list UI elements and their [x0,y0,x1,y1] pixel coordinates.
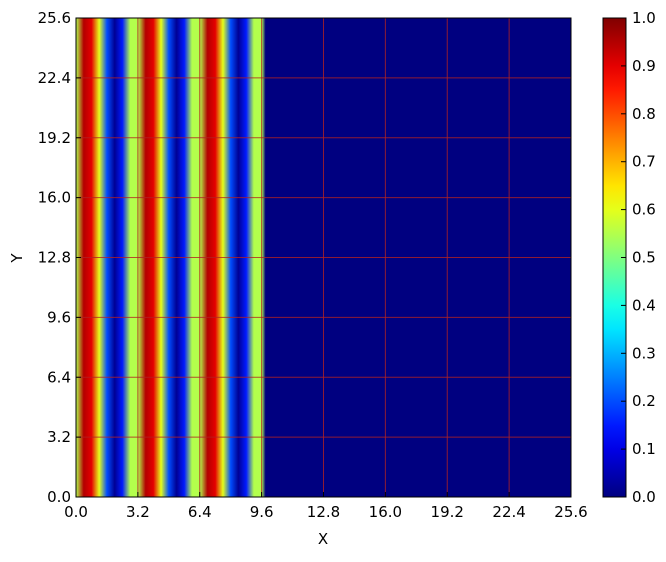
x-tick-label: 6.4 [188,503,212,521]
colorbar: 0.0 0.1 0.2 0.3 0.4 0.5 0.6 0.7 0.8 0.9 1.0 [602,9,656,506]
y-tick-label: 9.6 [47,308,71,326]
y-tick-label: 12.8 [38,249,71,267]
y-axis-label: Y [8,253,26,264]
x-tick-label: 0.0 [64,503,88,521]
colorbar-tick-label: 1.0 [632,9,656,27]
colorbar-tick-label: 0.0 [632,488,656,506]
y-tick-label: 25.6 [38,9,71,27]
x-tick-label: 3.2 [126,503,150,521]
colorbar-tick-label: 0.2 [632,392,656,410]
colorbar-tick-label: 0.1 [632,440,656,458]
y-tick-label: 6.4 [47,368,71,386]
y-tick-label: 16.0 [38,189,71,207]
x-tick-label: 19.2 [431,503,464,521]
y-tick-label: 19.2 [38,129,71,147]
x-tick-label: 9.6 [250,503,274,521]
colorbar-tick-label: 0.9 [632,57,656,75]
y-tick-label: 22.4 [38,69,71,87]
x-tick-label: 16.0 [369,503,402,521]
x-tick-label: 22.4 [492,503,525,521]
y-tick-label: 0.0 [47,488,71,506]
x-tick-label: 12.8 [307,503,340,521]
colorbar-tick-label: 0.8 [632,105,656,123]
colorbar-tick-label: 0.3 [632,344,656,362]
x-tick-label: 25.6 [554,503,587,521]
y-tick-label: 3.2 [47,428,71,446]
y-axis: 0.0 3.2 6.4 9.6 12.8 16.0 19.2 22.4 25.6 [38,9,81,506]
colorbar-tick-label: 0.4 [632,296,656,314]
x-axis: 0.0 3.2 6.4 9.6 12.8 16.0 19.2 22.4 25.6 [64,492,588,521]
colorbar-tick-label: 0.5 [632,249,656,267]
x-axis-label: X [318,530,328,548]
colorbar-tick-label: 0.7 [632,153,656,171]
colorbar-tick-label: 0.6 [632,201,656,219]
